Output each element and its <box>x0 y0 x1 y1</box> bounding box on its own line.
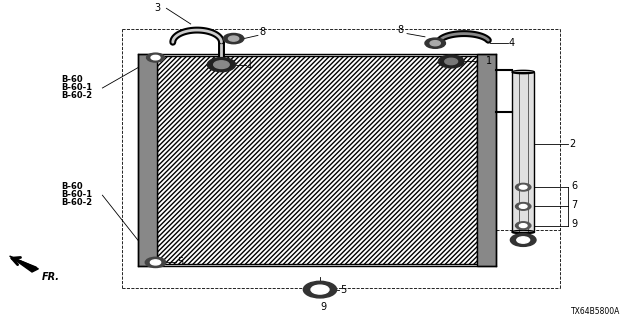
Text: 4: 4 <box>509 38 515 48</box>
Text: 3: 3 <box>154 3 160 13</box>
Text: 9: 9 <box>320 302 326 312</box>
Text: 8: 8 <box>397 25 403 36</box>
Text: B-60-2: B-60-2 <box>61 198 92 207</box>
Circle shape <box>303 281 337 298</box>
Polygon shape <box>477 54 496 266</box>
Text: 5: 5 <box>177 257 184 267</box>
Text: TX64B5800A: TX64B5800A <box>572 307 621 316</box>
Polygon shape <box>138 54 157 266</box>
Circle shape <box>520 204 527 208</box>
Circle shape <box>520 185 527 189</box>
Text: 1: 1 <box>247 60 253 70</box>
Circle shape <box>430 41 440 46</box>
Circle shape <box>150 260 161 265</box>
Circle shape <box>145 257 166 268</box>
Circle shape <box>151 55 160 60</box>
Text: 1: 1 <box>486 56 493 67</box>
Text: 9: 9 <box>571 219 577 229</box>
Text: B-60-1: B-60-1 <box>61 83 92 92</box>
Circle shape <box>516 222 531 229</box>
Text: 5: 5 <box>340 284 347 295</box>
Text: FR.: FR. <box>42 272 60 282</box>
Circle shape <box>511 234 536 246</box>
Circle shape <box>207 58 236 72</box>
Text: B-60-2: B-60-2 <box>61 91 92 100</box>
Circle shape <box>214 61 229 68</box>
Text: 6: 6 <box>571 180 577 191</box>
Circle shape <box>425 38 445 48</box>
Circle shape <box>223 34 244 44</box>
Circle shape <box>445 58 458 65</box>
Text: 8: 8 <box>259 27 266 37</box>
Circle shape <box>147 53 164 62</box>
Polygon shape <box>10 256 38 272</box>
Circle shape <box>311 285 329 294</box>
Text: B-60-1: B-60-1 <box>61 190 92 199</box>
Circle shape <box>516 203 531 210</box>
Bar <box>512 72 534 232</box>
Circle shape <box>517 237 530 243</box>
Circle shape <box>520 224 527 228</box>
Text: 7: 7 <box>571 200 577 210</box>
Text: B-60: B-60 <box>61 75 83 84</box>
Text: B-60: B-60 <box>61 182 83 191</box>
Circle shape <box>438 55 464 68</box>
Circle shape <box>228 36 239 41</box>
Text: 2: 2 <box>570 139 576 149</box>
Circle shape <box>516 183 531 191</box>
